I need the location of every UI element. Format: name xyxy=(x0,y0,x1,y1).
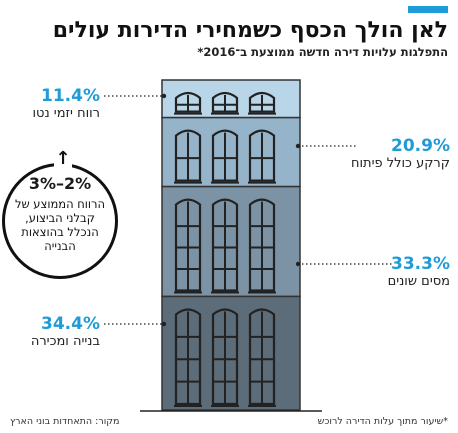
window-icon xyxy=(174,308,202,407)
window-icon xyxy=(211,129,239,184)
segment-construction xyxy=(161,295,301,411)
leader-dot-construction xyxy=(161,321,167,327)
contractor-profit-callout: ↑ 3%–2% הרווח הממוצע של קבלני הביצוע, הנ… xyxy=(2,150,118,279)
header-accent-bar xyxy=(408,6,448,13)
segment-label-taxes: 33.3% מסים שונים xyxy=(388,254,450,290)
leader-dot-land xyxy=(295,143,301,149)
chart-subtitle: התפלגות עלויות דירה חדשה ממוצעת ב־2016* xyxy=(197,45,448,59)
circle-gap xyxy=(54,161,72,170)
segment-label-construction: 34.4% בנייה ומכירה xyxy=(31,314,100,350)
leader-dot-taxes xyxy=(295,261,301,267)
window-icon xyxy=(211,308,239,407)
segment-name: קרקע כולל פיתוח xyxy=(351,156,450,171)
window-icon xyxy=(248,91,276,115)
segment-land xyxy=(161,116,301,188)
segment-name: מסים שונים xyxy=(387,274,450,289)
segment-label-net-profit: 11.4% רווח יזמי נטו xyxy=(32,86,100,122)
window-icon xyxy=(248,129,276,184)
segment-value: 20.9% xyxy=(391,136,450,156)
callout-value: 3%–2% xyxy=(28,174,92,193)
chart-title: לאן הולך הכסף כשמחירי הדירות עולים xyxy=(52,18,448,43)
window-icon xyxy=(174,129,202,184)
window-icon xyxy=(248,198,276,294)
window-icon xyxy=(174,198,202,294)
window-icon xyxy=(248,308,276,407)
callout-text: הרווח הממוצע של קבלני הביצוע, הנכלל בהוצ… xyxy=(14,197,106,253)
window-icon xyxy=(211,91,239,115)
segment-taxes xyxy=(161,185,301,298)
up-arrow-icon: ↑ xyxy=(55,148,71,169)
segment-name: בנייה ומכירה xyxy=(30,334,100,349)
source-note: מקור: התאחדות בוני הארץ xyxy=(10,416,120,427)
footnote: *שיעור מתוך עלות הדירה לרוכש xyxy=(317,416,448,427)
window-icon xyxy=(211,198,239,294)
leader-dot-net-profit xyxy=(161,93,167,99)
segment-label-land: 20.9% קרקע כולל פיתוח xyxy=(351,136,450,172)
segment-value: 33.3% xyxy=(391,254,450,274)
segment-value: 34.4% xyxy=(41,314,100,334)
segment-name: רווח יזמי נטו xyxy=(32,106,100,121)
window-icon xyxy=(174,91,202,115)
segment-value: 11.4% xyxy=(41,86,100,106)
